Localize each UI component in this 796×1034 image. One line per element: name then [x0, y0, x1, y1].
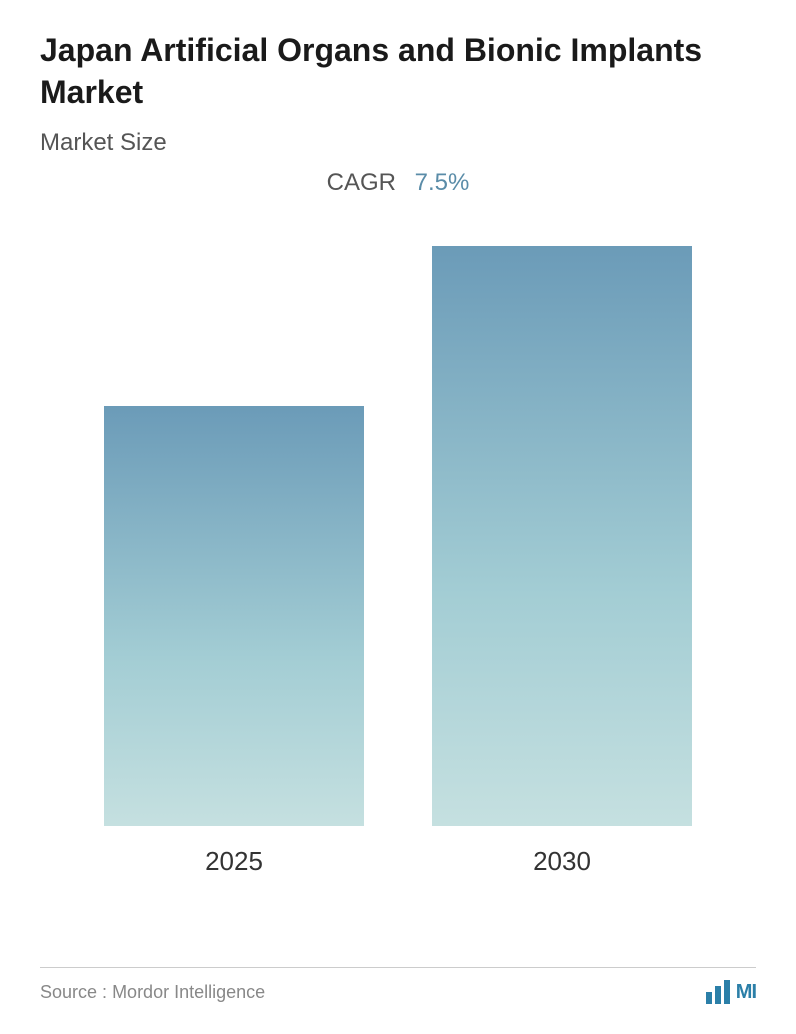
source-label: Source : — [40, 982, 107, 1002]
chart-area: 2025 2030 — [40, 257, 756, 877]
logo-bar — [715, 986, 721, 1004]
logo-bars-icon — [706, 980, 730, 1004]
source-text: Source : Mordor Intelligence — [40, 982, 265, 1003]
logo-text: MI — [736, 981, 756, 1004]
bar-1 — [432, 246, 692, 826]
footer: Source : Mordor Intelligence MI — [40, 967, 756, 1004]
cagr-value: 7.5% — [415, 169, 470, 196]
bar-0 — [104, 406, 364, 826]
logo: MI — [706, 980, 756, 1004]
logo-bar — [724, 980, 730, 1004]
bar-group: 2025 — [104, 406, 364, 877]
logo-bar — [706, 992, 712, 1004]
bar-label-1: 2030 — [533, 846, 591, 877]
source-name: Mordor Intelligence — [112, 982, 265, 1002]
bar-label-0: 2025 — [205, 846, 263, 877]
chart-subtitle: Market Size — [40, 129, 756, 157]
cagr-label: CAGR — [327, 169, 396, 196]
bar-group: 2030 — [432, 246, 692, 877]
chart-title: Japan Artificial Organs and Bionic Impla… — [40, 30, 756, 113]
cagr-row: CAGR 7.5% — [40, 169, 756, 197]
